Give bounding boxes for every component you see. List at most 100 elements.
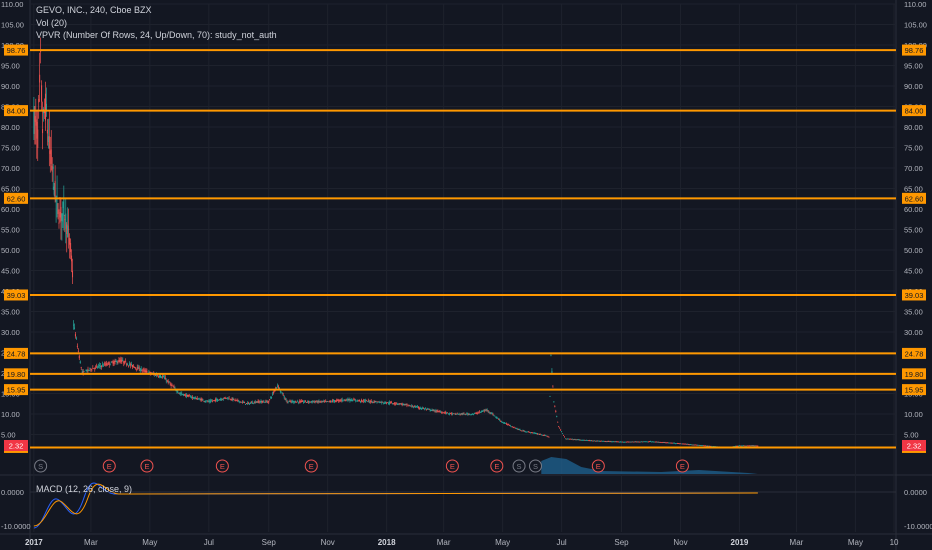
candle-body (265, 400, 267, 402)
candle-body (351, 399, 353, 401)
candle-body (279, 390, 281, 392)
candle-body (575, 439, 577, 441)
candle-body (549, 396, 551, 397)
y-tick-label: 110.00 (904, 0, 926, 9)
candle-body (215, 399, 217, 402)
candle-body (342, 400, 344, 402)
candle-body (368, 401, 370, 402)
level-tag (4, 44, 28, 56)
candle-body (105, 363, 107, 366)
candle-body (365, 400, 367, 402)
candle-body (700, 445, 702, 447)
candle-body (305, 401, 307, 403)
candle-body (647, 441, 649, 443)
level-tag (902, 368, 926, 380)
macd-legend[interactable]: MACD (12, 26, close, 9) (36, 484, 133, 494)
candle-body (503, 422, 505, 424)
volume-legend[interactable]: Vol (20) (36, 17, 68, 28)
candle-body (649, 441, 651, 443)
candle-body (697, 444, 699, 446)
candle-body (529, 431, 531, 433)
candle-body (237, 399, 239, 401)
candle-body (587, 440, 589, 442)
candle-body (475, 412, 477, 414)
candle-body (745, 445, 747, 447)
candle-body (638, 441, 640, 443)
candle-body (613, 441, 615, 443)
candle-body (389, 402, 391, 404)
candle-body (738, 445, 740, 447)
level-tag-label: 19.80 (905, 370, 924, 379)
candle-body (120, 359, 122, 363)
candle-body (682, 443, 684, 445)
candle-body (325, 400, 327, 402)
y-tick-label: 5.00 (1, 431, 16, 440)
candle-body (135, 368, 137, 370)
candle-body (415, 406, 417, 408)
candle-body (157, 375, 159, 377)
x-tick-label: 2019 (731, 538, 749, 547)
candle-body (595, 440, 597, 442)
candle-body (244, 402, 246, 404)
signal-line (33, 483, 758, 527)
candle-body (421, 407, 423, 409)
candle-body (684, 443, 686, 445)
candle-body (463, 413, 465, 415)
candle-body (739, 445, 741, 447)
candle-body (737, 445, 739, 447)
candle-body (345, 399, 347, 401)
candle-body (610, 441, 612, 443)
candle-body (756, 445, 758, 447)
candle-body (145, 370, 147, 373)
candle-body (431, 409, 433, 411)
candle-body (416, 406, 418, 408)
price-tags: 98.76 98.76 84.00 84.00 62.60 62.60 39.03 39.03… (4, 44, 926, 453)
candle-body (491, 413, 493, 415)
candle-body (335, 400, 337, 402)
candle-body (194, 397, 196, 399)
candle-body (126, 364, 128, 366)
y-tick-label: 55.00 (904, 226, 923, 235)
candle-body (680, 443, 682, 445)
horizontal-levels[interactable] (30, 49, 896, 449)
candle-body (293, 401, 295, 403)
candle-body (187, 394, 189, 397)
candle-body (102, 365, 104, 367)
candle-body (665, 442, 667, 444)
candle-body (395, 402, 397, 404)
candle-body (67, 225, 69, 237)
candle-body (202, 399, 204, 401)
candle-body (393, 402, 395, 404)
candle-body (360, 401, 362, 403)
candle-body (597, 440, 599, 442)
candle-body (406, 404, 408, 406)
candle-body (611, 441, 613, 443)
level-tag (4, 347, 28, 359)
candle-body (376, 402, 378, 404)
x-tick-label: 2017 (25, 538, 43, 547)
time-axis[interactable]: 2017 Mar May Jul Sep Nov 2018 Mar May Jul Sep Nov 20… (25, 538, 899, 547)
candle-body (404, 403, 406, 405)
candle-body (43, 111, 45, 114)
symbol-title[interactable]: GEVO, INC., 240, Cboe BZX (36, 5, 152, 15)
candle-body (308, 401, 310, 403)
candle-body (89, 367, 91, 369)
candle-body (493, 415, 495, 417)
candle-body (366, 401, 368, 403)
candle-body (94, 367, 96, 369)
vpvr-legend[interactable]: VPVR (Number Of Rows, 24, Up/Down, 70): … (36, 30, 277, 40)
candle-body (534, 432, 536, 434)
candle-body (681, 443, 683, 445)
split-marker (512, 459, 526, 473)
candle-body (499, 419, 501, 421)
candle-body (621, 441, 623, 443)
candle-body (235, 399, 237, 401)
candle-body (203, 401, 205, 402)
price-axis[interactable]: 110.00110.00105.00105.00100.00100.0095.0… (1, 0, 932, 531)
candle-body (492, 413, 494, 415)
candle-body (59, 212, 61, 218)
candle-body (702, 445, 704, 447)
candle-body (93, 368, 95, 370)
